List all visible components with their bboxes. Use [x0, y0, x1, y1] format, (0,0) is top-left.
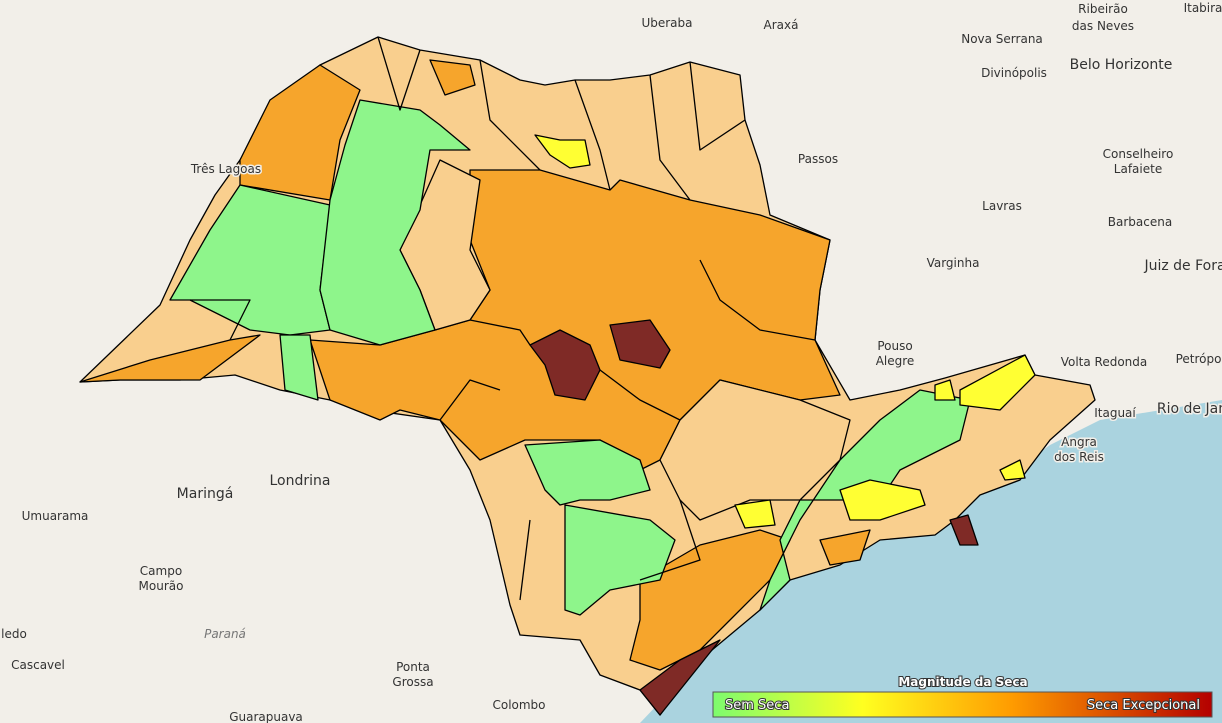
city-label: Divinópolis	[981, 66, 1047, 80]
city-label: Pouso	[877, 339, 912, 353]
city-label: Passos	[798, 152, 838, 166]
city-label: Barbacena	[1108, 215, 1172, 229]
region	[319, 99, 471, 346]
city-label: Itaguaí	[1094, 406, 1136, 420]
city-label: Rio de Jan	[1157, 401, 1222, 417]
region	[949, 514, 979, 546]
city-label: Petrópolis	[1176, 352, 1222, 366]
city-label: Lavras	[982, 199, 1022, 213]
city-label: Cascavel	[11, 658, 65, 672]
city-label: Maringá	[177, 486, 234, 502]
region	[239, 64, 361, 201]
legend-gradient	[712, 691, 1213, 718]
city-label: dos Reis	[1054, 450, 1104, 464]
city-label: Umuarama	[22, 509, 89, 523]
region	[609, 319, 671, 369]
region	[734, 499, 776, 529]
legend-max-label: Seca Excepcional	[1087, 698, 1200, 713]
region	[429, 59, 476, 96]
city-label: Ribeirão	[1078, 2, 1128, 16]
region	[564, 504, 676, 616]
state-regions	[79, 36, 1096, 716]
region	[529, 329, 601, 401]
city-label: Itabira	[1184, 1, 1222, 15]
legend: Magnitude da Seca Sem Seca Seca Excepcio…	[712, 674, 1213, 718]
city-label: Mourão	[139, 579, 184, 593]
city-label: das Neves	[1072, 19, 1134, 33]
region	[79, 334, 261, 383]
region	[999, 459, 1026, 481]
city-label: Uberaba	[641, 16, 692, 30]
region	[639, 639, 721, 716]
ocean	[640, 400, 1222, 723]
legend-min-label: Sem Seca	[725, 698, 789, 713]
city-label: Varginha	[927, 256, 980, 270]
city-label: ledo	[1, 627, 27, 641]
city-label: Colombo	[492, 698, 545, 712]
city-label: Guarapuava	[229, 710, 303, 723]
region	[934, 379, 956, 401]
city-label: Lafaiete	[1114, 162, 1162, 176]
city-label: Campo	[140, 564, 182, 578]
city-label: Londrina	[270, 473, 331, 489]
city-label: Nova Serrana	[961, 32, 1043, 46]
region	[279, 334, 319, 401]
region	[629, 529, 791, 671]
city-label: Alegre	[876, 354, 915, 368]
region	[839, 479, 926, 521]
region	[819, 529, 871, 566]
city-label: Juiz de Fora	[1143, 258, 1222, 274]
city-label: Grossa	[392, 675, 433, 689]
region	[959, 354, 1036, 411]
city-label: Angra	[1061, 435, 1097, 449]
city-label: Araxá	[764, 18, 799, 32]
region	[534, 134, 591, 169]
region	[524, 439, 651, 506]
city-label: Belo Horizonte	[1070, 57, 1173, 73]
region-label: Paraná	[204, 627, 246, 641]
city-label: Três Lagoas	[190, 162, 261, 176]
city-label: Ponta	[396, 660, 430, 674]
boundaries	[190, 36, 816, 601]
region	[169, 184, 331, 336]
city-label: Volta Redonda	[1061, 355, 1148, 369]
legend-title: Magnitude da Seca	[898, 675, 1027, 689]
city-label: Conselheiro	[1103, 147, 1174, 161]
